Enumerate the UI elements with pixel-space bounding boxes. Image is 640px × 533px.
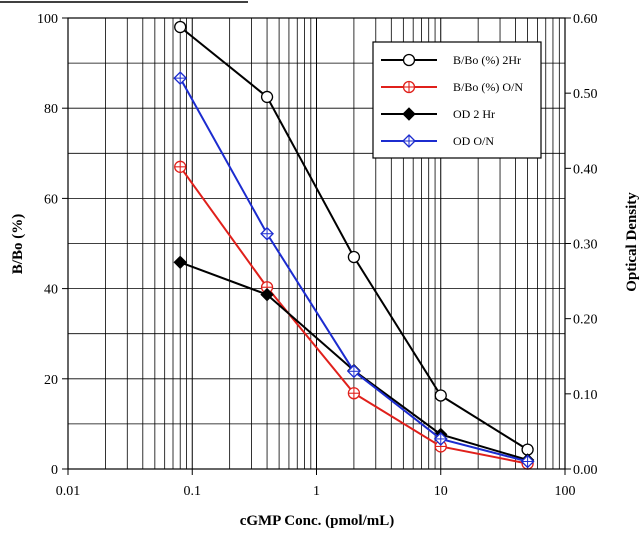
y2-tick-label: 0.20 xyxy=(573,313,598,328)
legend-item: B/Bo (%) 2Hr xyxy=(381,53,521,67)
series-1 xyxy=(174,20,534,456)
axis-ticks: 0.01 0.1 1 10 100 0 20 40 60 80 100 0.00 0.10 0.20 0.3… xyxy=(37,12,598,499)
data-point xyxy=(346,364,361,379)
y2-tick-label: 0.50 xyxy=(573,87,598,102)
x-tick-label: 0.01 xyxy=(56,484,81,499)
legend-label: B/Bo (%) O/N xyxy=(453,80,523,94)
data-point xyxy=(260,281,274,294)
y2-tick-label: 0.30 xyxy=(573,238,598,253)
data-point xyxy=(520,454,535,469)
y-tick-label: 100 xyxy=(37,12,58,27)
data-point xyxy=(434,440,447,453)
legend-label: OD O/N xyxy=(453,134,494,148)
x-tick-label: 10 xyxy=(434,484,448,499)
legend-label: OD 2 Hr xyxy=(453,107,495,121)
legend-item: OD O/N xyxy=(381,134,494,148)
data-point xyxy=(402,53,416,67)
legend-item: OD 2 Hr xyxy=(381,107,495,121)
y-tick-label: 80 xyxy=(44,102,58,117)
y2-tick-label: 0.40 xyxy=(573,162,598,177)
y2-tick-label: 0.60 xyxy=(573,12,598,27)
series-4 xyxy=(173,71,535,469)
data-point xyxy=(434,389,447,402)
y-tick-label: 0 xyxy=(51,463,58,478)
data-point xyxy=(402,134,416,148)
x-axis-title: cGMP Conc. (pmol/mL) xyxy=(240,513,395,529)
data-point xyxy=(173,255,187,269)
y-tick-label: 40 xyxy=(44,283,58,298)
y-tick-label: 20 xyxy=(44,373,58,388)
y-axis-title: B/Bo (%) xyxy=(10,214,26,274)
x-tick-label: 100 xyxy=(555,484,576,499)
data-point xyxy=(347,250,361,264)
series-layer xyxy=(173,20,535,470)
data-point xyxy=(260,287,274,302)
x-tick-label: 0.1 xyxy=(184,484,202,499)
data-point xyxy=(433,432,448,446)
legend-label: B/Bo (%) 2Hr xyxy=(453,53,521,67)
legend-item: B/Bo (%) O/N xyxy=(381,80,523,94)
data-point xyxy=(260,90,274,104)
data-point xyxy=(402,80,416,94)
legend: B/Bo (%) 2Hr B/Bo (%) O/N OD 2 Hr OD O/N xyxy=(372,41,542,159)
y2-tick-label: 0.10 xyxy=(573,388,598,403)
gridlines xyxy=(67,18,565,469)
y-tick-label: 60 xyxy=(44,192,58,207)
data-point xyxy=(260,226,274,241)
y2-axis-title: Optical Density xyxy=(624,192,640,292)
data-point xyxy=(174,160,187,173)
data-point xyxy=(402,107,416,121)
x-tick-label: 1 xyxy=(313,484,320,499)
y2-tick-label: 0.00 xyxy=(573,463,598,478)
legend-box xyxy=(372,41,542,159)
data-point xyxy=(174,20,187,34)
data-point xyxy=(347,387,361,400)
data-point xyxy=(173,71,188,86)
